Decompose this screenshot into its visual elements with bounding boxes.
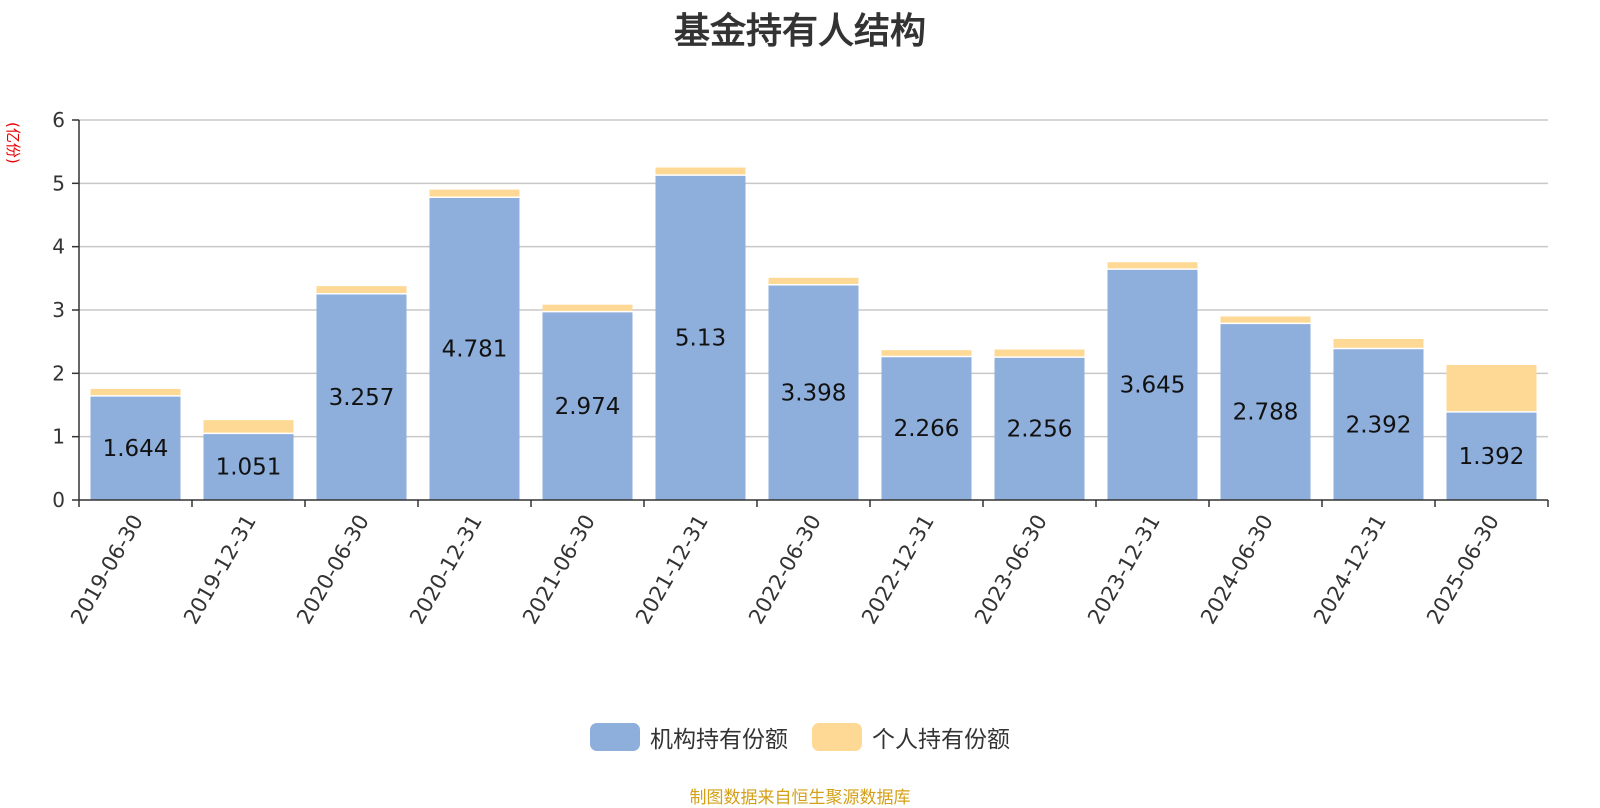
bar-individual-2023-12-31[interactable] [1107,262,1198,270]
bar-individual-2022-12-31[interactable] [881,350,972,357]
legend-swatch-individual [812,723,862,751]
legend-item-institutional[interactable]: 机构持有份额 [590,720,788,754]
bar-individual-2022-06-30[interactable] [768,277,859,285]
bar-individual-2019-12-31[interactable] [203,420,294,434]
bar-individual-2024-12-31[interactable] [1333,339,1424,349]
data-label-2020-12-31: 4.781 [442,337,508,363]
bar-institutional-2024-06-30[interactable] [1220,323,1311,500]
y-tick-label-0: 0 [52,488,65,512]
data-label-2024-12-31: 2.392 [1346,412,1412,438]
bar-individual-2024-06-30[interactable] [1220,316,1311,324]
bar-institutional-2021-06-30[interactable] [542,311,633,500]
legend-swatch-institutional [590,723,640,751]
y-tick-label-4: 4 [52,235,65,259]
x-tick-label-2024-06-30: 2024-06-30 [1196,511,1278,629]
data-label-2022-06-30: 3.398 [781,380,847,406]
x-tick-label-2025-06-30: 2025-06-30 [1422,511,1504,629]
bar-individual-2020-06-30[interactable] [316,286,407,294]
y-tick-label-1: 1 [52,425,65,449]
bar-institutional-2019-06-30[interactable] [90,395,181,500]
legend-item-individual[interactable]: 个人持有份额 [812,720,1010,754]
bar-institutional-2020-12-31[interactable] [429,197,520,500]
data-label-2023-12-31: 3.645 [1120,373,1186,399]
bars [90,167,1537,500]
bar-institutional-2023-06-30[interactable] [994,357,1085,500]
bar-individual-2020-12-31[interactable] [429,189,520,198]
bar-institutional-2024-12-31[interactable] [1333,348,1424,500]
x-tick-label-2022-06-30: 2022-06-30 [744,511,826,629]
x-tick-label-2023-06-30: 2023-06-30 [970,511,1052,629]
bar-individual-2023-06-30[interactable] [994,349,1085,358]
data-label-2019-12-31: 1.051 [216,455,282,481]
source-note: 制图数据来自恒生聚源数据库 [689,788,911,808]
legend-label-institutional: 机构持有份额 [650,727,788,753]
data-label-2022-12-31: 2.266 [894,416,960,442]
data-label-2020-06-30: 3.257 [329,385,395,411]
data-label-2024-06-30: 2.788 [1233,400,1299,426]
bar-individual-2021-06-30[interactable] [542,304,633,312]
bar-institutional-2025-06-30[interactable] [1446,411,1537,500]
data-label-2023-06-30: 2.256 [1007,417,1073,443]
x-tick-label-2020-06-30: 2020-06-30 [292,511,374,629]
chart-title: 基金持有人结构 [673,11,926,52]
bar-institutional-2023-12-31[interactable] [1107,269,1198,500]
data-label-2021-12-31: 5.13 [675,326,726,352]
bar-institutional-2022-06-30[interactable] [768,284,859,500]
bar-institutional-2019-12-31[interactable] [203,433,294,500]
bar-institutional-2020-06-30[interactable] [316,293,407,500]
legend: 机构持有份额 个人持有份额 [0,720,1600,754]
y-tick-label-2: 2 [52,361,65,385]
x-tick-label-2023-12-31: 2023-12-31 [1083,511,1165,629]
data-label-2021-06-30: 2.974 [555,394,621,420]
x-tick-label-2020-12-31: 2020-12-31 [405,511,487,629]
data-label-2025-06-30: 1.392 [1459,444,1525,470]
x-tick-label-2021-12-31: 2021-12-31 [631,511,713,629]
bar-individual-2019-06-30[interactable] [90,388,181,396]
bar-chart: 0 1 2 3 4 5 6 1.644 2019-06-30 1.051 2019-12-31 3.2… [52,108,1549,629]
x-tick-label-2024-12-31: 2024-12-31 [1309,511,1391,629]
data-label-2019-06-30: 1.644 [103,436,169,462]
y-tick-label-6: 6 [52,108,65,132]
bar-individual-2021-12-31[interactable] [655,167,746,176]
legend-label-individual: 个人持有份额 [872,727,1010,753]
bar-institutional-2022-12-31[interactable] [881,356,972,500]
x-tick-label-2021-06-30: 2021-06-30 [518,511,600,629]
x-tick-label-2022-12-31: 2022-12-31 [857,511,939,629]
y-tick-label-3: 3 [52,298,65,322]
x-tick-label-2019-12-31: 2019-12-31 [179,511,261,629]
bar-institutional-2021-12-31[interactable] [655,175,746,500]
x-tick-label-2019-06-30: 2019-06-30 [66,511,148,629]
bar-individual-2025-06-30[interactable] [1446,364,1537,412]
y-tick-label-5: 5 [52,171,65,195]
axes [72,119,1549,507]
